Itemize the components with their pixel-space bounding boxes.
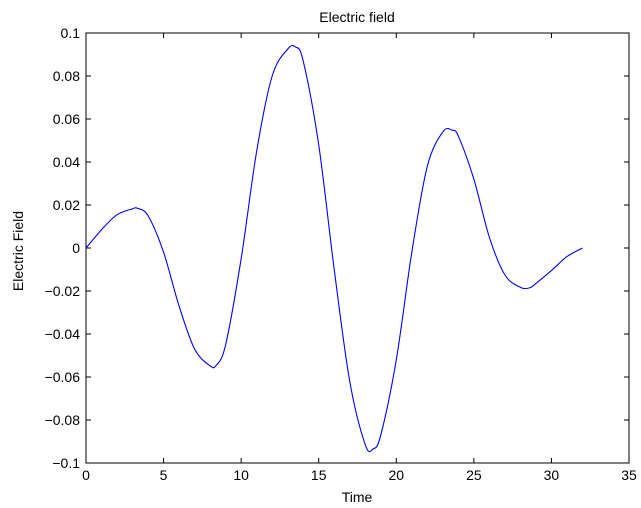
plot-area: 0 5 10 15 20 25 30 35 −0.1 −0.08 −0.06 −0.04 −0.02 0 0… — [45, 25, 637, 483]
y-tick-label: −0.1 — [52, 455, 80, 471]
y-tick-label: 0.06 — [53, 111, 80, 127]
x-axis-title: Time — [342, 489, 373, 505]
y-axis-title: Electric Field — [10, 211, 26, 291]
x-tick-label: 20 — [388, 467, 404, 483]
y-tick-label: −0.06 — [45, 369, 81, 385]
y-tick-label: −0.08 — [45, 412, 81, 428]
x-tick-label: 15 — [311, 467, 327, 483]
y-tick-label: 0.04 — [53, 154, 80, 170]
y-tick-label: −0.02 — [45, 283, 81, 299]
y-tick-label: −0.04 — [45, 326, 81, 342]
x-tick-label: 35 — [621, 467, 637, 483]
chart-title: Electric field — [319, 9, 394, 25]
x-tick-label: 10 — [233, 467, 249, 483]
y-tick-label: 0.08 — [53, 68, 80, 84]
x-tick-label: 0 — [82, 467, 90, 483]
x-tick-label: 25 — [466, 467, 482, 483]
y-tick-label: 0.02 — [53, 197, 80, 213]
y-tick-label: 0 — [72, 240, 80, 256]
y-tick-label: 0.1 — [61, 25, 81, 41]
x-tick-label: 5 — [160, 467, 168, 483]
x-tick-label: 30 — [544, 467, 560, 483]
electric-field-line — [85, 44, 583, 453]
